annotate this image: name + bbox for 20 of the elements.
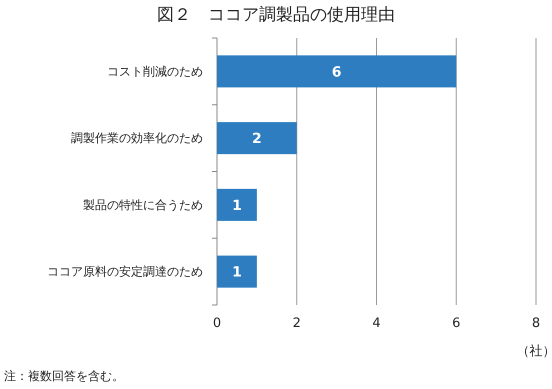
- data-label: 6: [332, 64, 342, 80]
- x-tick-label: 0: [212, 316, 222, 331]
- x-axis-title: （社）: [516, 344, 552, 359]
- bar: [217, 256, 257, 288]
- bar: [217, 55, 456, 88]
- x-tick-label: 4: [372, 316, 381, 331]
- bar: [217, 188, 257, 221]
- bar: [217, 122, 297, 154]
- y-tick-label: ココア原料の安定調達のため: [47, 264, 203, 279]
- text: 注：複数回答を含む。: [4, 369, 124, 383]
- y-tick-label: コスト削減のため: [107, 64, 203, 78]
- y-tick-label: 製品の特性に合うため: [83, 198, 203, 212]
- data-label: 2: [252, 131, 262, 148]
- data-label: 1: [232, 198, 242, 214]
- x-tick-label: 8: [532, 316, 540, 331]
- x-tick-label: 6: [452, 316, 460, 331]
- x-tick-label: 2: [292, 316, 301, 331]
- y-tick-label: 調製作業の効率化のため: [71, 131, 203, 146]
- chart-title: 図２ ココア調製品の使用理由: [157, 5, 395, 25]
- data-label: 1: [232, 264, 242, 281]
